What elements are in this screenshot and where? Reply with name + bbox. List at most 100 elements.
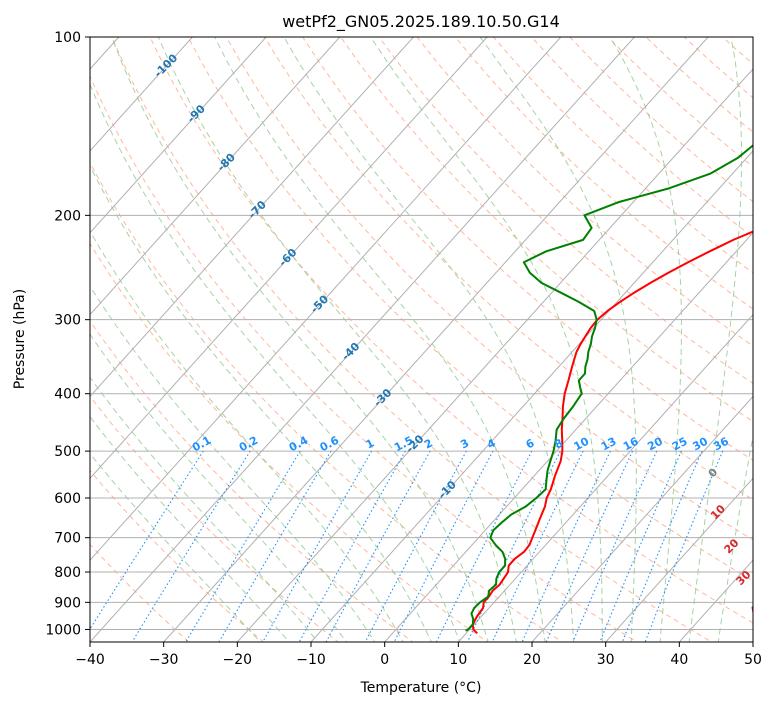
dry-adiabat-line	[721, 37, 753, 65]
moist-adiabat-label: 10	[708, 502, 728, 522]
y-tick-label: 1000	[45, 622, 81, 638]
moist-adiabat-line	[90, 285, 376, 642]
moist-adiabat-line	[90, 83, 461, 642]
dry-adiabat-line	[90, 75, 638, 642]
mixing-ratio-line	[491, 450, 584, 642]
moist-adiabat-line	[90, 415, 290, 642]
isotherm-line	[90, 37, 341, 316]
x-tick-label: 30	[597, 652, 615, 668]
mixing-ratio-label: 16	[621, 435, 641, 454]
x-tick-label: −30	[149, 652, 179, 668]
mixing-ratio-line	[435, 450, 533, 642]
y-tick-label: 200	[54, 208, 81, 224]
moist-adiabat-line	[214, 37, 546, 642]
mixing-ratio-line	[325, 450, 431, 642]
y-tick-label: 500	[54, 444, 81, 460]
mixing-ratio-line	[393, 450, 494, 642]
dry-adiabat-line	[90, 469, 265, 642]
moist-adiabat-line	[90, 164, 433, 642]
mixing-ratio-line	[621, 450, 703, 642]
x-axis: −40 −30 −20 −10 0 10 20 30 40 50	[75, 642, 762, 668]
x-tick-label: −40	[75, 652, 105, 668]
mixing-ratio-label: 10	[572, 435, 592, 454]
moist-adiabat-line	[609, 37, 682, 642]
y-tick-label: 600	[54, 491, 81, 507]
isotherm-line	[90, 37, 267, 234]
isotherm-line	[90, 37, 194, 152]
moist-adiabat-line	[688, 37, 743, 642]
isotherm-line	[90, 37, 488, 480]
moist-adiabat-line	[370, 37, 603, 642]
isotherm-line	[90, 37, 415, 398]
isotherm-line	[90, 37, 636, 642]
mixing-ratio-label: 36	[711, 435, 731, 454]
x-tick-label: 20	[523, 652, 541, 668]
x-tick-label: −20	[223, 652, 253, 668]
dry-adiabat-line	[90, 395, 340, 642]
dry-adiabat-line	[263, 37, 753, 501]
mixing-ratio-line	[131, 450, 251, 642]
mixing-ratio-line	[644, 450, 724, 642]
dry-adiabat-line	[187, 37, 753, 582]
mixing-ratio-label: 1	[364, 436, 377, 451]
background-lines	[0, 10, 775, 654]
dry-adiabat-line	[607, 37, 753, 168]
series-group	[465, 144, 753, 634]
isotherm-line	[236, 68, 753, 642]
isotherm-line	[531, 395, 753, 642]
x-tick-label: 0	[380, 652, 389, 668]
x-tick-label: 40	[670, 652, 688, 668]
plot-frame	[89, 36, 754, 643]
moist-adiabat-line	[90, 333, 348, 642]
mixing-ratio-label: 3	[458, 436, 471, 451]
dry-adiabat-line	[90, 320, 414, 642]
dry-adiabat-line	[340, 37, 753, 423]
dry-adiabat-line	[645, 37, 753, 133]
moist-adiabat-label: 20	[722, 536, 742, 556]
moist-adiabat-label: 40	[747, 597, 767, 617]
mixing-ratio-label: 13	[599, 435, 619, 454]
y-axis-title: Pressure (hPa)	[12, 289, 28, 389]
mixing-ratio-line	[521, 450, 611, 642]
dry-adiabat-line	[90, 543, 190, 642]
x-tick-label: 10	[449, 652, 467, 668]
isotherm-line	[0, 10, 70, 654]
isotherm-line	[310, 150, 753, 642]
x-tick-label: −10	[296, 652, 326, 668]
dry-adiabat-line	[767, 10, 775, 654]
mixing-ratio-label: 30	[690, 435, 710, 454]
dewpoint-profile-line	[465, 144, 753, 632]
isotherm-line	[457, 313, 753, 642]
moist-adiabat-label: 30	[734, 568, 754, 588]
isotherm-line	[90, 37, 562, 561]
dry-adiabat-line	[416, 37, 753, 347]
mixing-ratio-label: 6	[524, 436, 537, 451]
mixing-ratio-line	[185, 450, 301, 642]
mixing-ratio-line	[262, 450, 373, 642]
mixing-ratio-label: 20	[645, 435, 665, 454]
moist-adiabat-line	[283, 37, 575, 642]
moist-adiabat-line	[717, 433, 753, 642]
plot-area: 0.1 0.2 0.4 0.6 1 1.5 2 3 4 6 8 10 13 16 20 25 30 36-100-…	[0, 10, 775, 654]
dry-adiabat-line	[530, 37, 753, 238]
dry-adiabat-line	[454, 37, 753, 310]
y-tick-label: 700	[54, 531, 81, 547]
isotherm-line	[752, 641, 753, 642]
mixing-ratio-line	[218, 450, 332, 642]
y-tick-label: 100	[54, 30, 81, 46]
isotherm-line	[604, 477, 753, 642]
dry-adiabat-line	[90, 242, 489, 642]
dry-adiabat-line	[569, 37, 753, 203]
temperature-profile-line	[471, 230, 753, 634]
x-axis-title: Temperature (°C)	[360, 680, 482, 696]
moist-adiabat-line	[90, 376, 319, 642]
dry-adiabat-line	[378, 37, 753, 385]
dry-adiabat-line	[683, 37, 753, 99]
dry-adiabat-line	[225, 37, 753, 541]
y-tick-label: 400	[54, 387, 81, 403]
mixing-ratio-line	[364, 450, 467, 642]
dry-adiabat-line	[111, 37, 713, 642]
mixing-ratio-line	[545, 450, 634, 642]
y-tick-label: 800	[54, 565, 81, 581]
dry-adiabat-line	[149, 37, 753, 624]
